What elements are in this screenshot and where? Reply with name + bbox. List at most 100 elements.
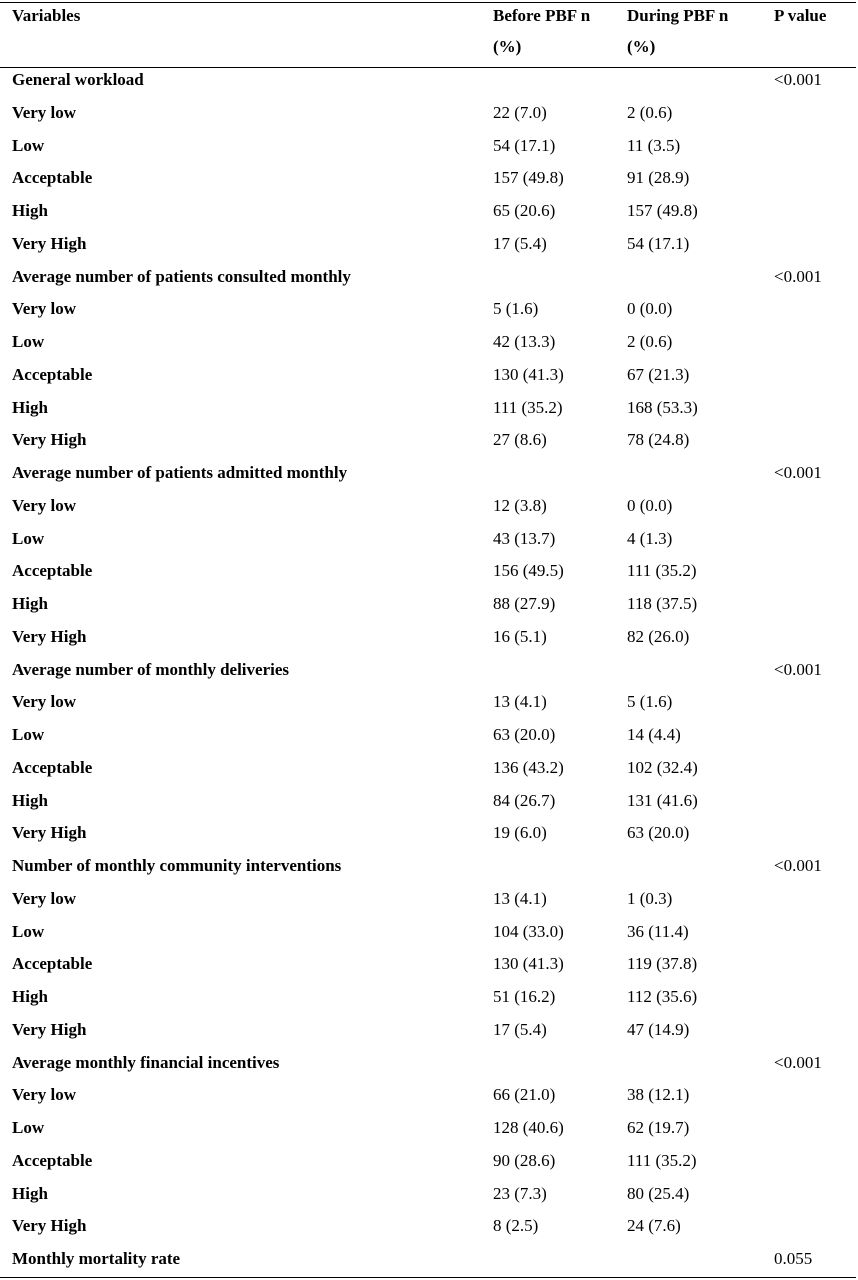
row-label: Very low (12, 299, 77, 318)
row-label: Very High (12, 430, 87, 449)
row-label: Average number of patients consulted mon… (12, 267, 351, 286)
before-cell: 22 (7.0) (493, 103, 547, 122)
during-cell: 111 (35.2) (627, 1151, 697, 1170)
p-value-cell: 0.055 (774, 1249, 813, 1268)
during-cell: 0 (0.0) (627, 299, 673, 318)
during-cell: 82 (26.0) (627, 627, 690, 646)
before-cell: 65 (20.6) (493, 201, 556, 220)
during-cell: 47 (14.9) (627, 1020, 690, 1039)
row-label: High (12, 201, 48, 220)
during-cell: 2 (0.6) (627, 332, 673, 351)
row-label: Low (12, 1118, 45, 1137)
before-cell: 156 (49.5) (493, 561, 564, 580)
header-during-line2: (%) (627, 37, 656, 56)
row-label: Acceptable (12, 365, 93, 384)
row-label: Average monthly financial incentives (12, 1053, 280, 1072)
row-label: Very low (12, 1085, 77, 1104)
before-cell: 17 (5.4) (493, 234, 547, 253)
bottom-rule (0, 1277, 856, 1278)
row-label: Very High (12, 627, 87, 646)
before-cell: 51 (16.2) (493, 987, 556, 1006)
row-label: Low (12, 922, 45, 941)
during-cell: 67 (21.3) (627, 365, 690, 384)
before-cell: 43 (13.7) (493, 529, 556, 548)
before-cell: 130 (41.3) (493, 954, 564, 973)
row-label: Acceptable (12, 561, 93, 580)
row-label: Very High (12, 234, 87, 253)
row-label: High (12, 1184, 48, 1203)
before-cell: 90 (28.6) (493, 1151, 556, 1170)
row-label: Low (12, 529, 45, 548)
during-cell: 62 (19.7) (627, 1118, 690, 1137)
during-cell: 14 (4.4) (627, 725, 681, 744)
top-rule (0, 2, 856, 3)
before-cell: 111 (35.2) (493, 398, 563, 417)
row-label: High (12, 791, 48, 810)
during-cell: 36 (11.4) (627, 922, 689, 941)
during-cell: 54 (17.1) (627, 234, 690, 253)
before-cell: 17 (5.4) (493, 1020, 547, 1039)
during-cell: 131 (41.6) (627, 791, 698, 810)
during-cell: 112 (35.6) (627, 987, 698, 1006)
row-label: Very low (12, 496, 77, 515)
p-value-cell: <0.001 (774, 660, 822, 679)
row-label: Very High (12, 1216, 87, 1235)
p-value-cell: <0.001 (774, 463, 822, 482)
before-cell: 128 (40.6) (493, 1118, 564, 1137)
before-cell: 63 (20.0) (493, 725, 556, 744)
during-cell: 38 (12.1) (627, 1085, 690, 1104)
during-cell: 2 (0.6) (627, 103, 673, 122)
during-cell: 168 (53.3) (627, 398, 698, 417)
during-cell: 118 (37.5) (627, 594, 698, 613)
during-cell: 78 (24.8) (627, 430, 690, 449)
header-p-value: P value (774, 6, 827, 25)
row-label: High (12, 398, 48, 417)
row-label: Very High (12, 1020, 87, 1039)
header-rule (0, 67, 856, 68)
row-label: Very low (12, 103, 77, 122)
before-cell: 136 (43.2) (493, 758, 564, 777)
before-cell: 19 (6.0) (493, 823, 547, 842)
before-cell: 54 (17.1) (493, 136, 556, 155)
during-cell: 80 (25.4) (627, 1184, 690, 1203)
before-cell: 12 (3.8) (493, 496, 547, 515)
before-cell: 104 (33.0) (493, 922, 564, 941)
row-label: Low (12, 136, 45, 155)
row-label: General workload (12, 70, 144, 89)
header-during-line1: During PBF n (627, 6, 729, 25)
during-cell: 157 (49.8) (627, 201, 698, 220)
during-cell: 63 (20.0) (627, 823, 690, 842)
row-label: Acceptable (12, 758, 93, 777)
before-cell: 13 (4.1) (493, 692, 547, 711)
row-label: Average number of patients admitted mont… (12, 463, 348, 482)
before-cell: 42 (13.3) (493, 332, 556, 351)
during-cell: 119 (37.8) (627, 954, 698, 973)
during-cell: 11 (3.5) (627, 136, 681, 155)
p-value-cell: <0.001 (774, 267, 822, 286)
before-cell: 84 (26.7) (493, 791, 556, 810)
row-label: Acceptable (12, 168, 93, 187)
before-cell: 66 (21.0) (493, 1085, 556, 1104)
during-cell: 5 (1.6) (627, 692, 673, 711)
row-label: Monthly mortality rate (12, 1249, 181, 1268)
before-cell: 23 (7.3) (493, 1184, 547, 1203)
before-cell: 8 (2.5) (493, 1216, 539, 1235)
row-label: Low (12, 725, 45, 744)
row-label: Very low (12, 889, 77, 908)
p-value-cell: <0.001 (774, 856, 822, 875)
before-cell: 5 (1.6) (493, 299, 539, 318)
during-cell: 91 (28.9) (627, 168, 690, 187)
row-label: Average number of monthly deliveries (12, 660, 289, 679)
before-cell: 157 (49.8) (493, 168, 564, 187)
header-variables: Variables (12, 6, 81, 25)
before-cell: 88 (27.9) (493, 594, 556, 613)
p-value-cell: <0.001 (774, 1053, 822, 1072)
before-cell: 16 (5.1) (493, 627, 547, 646)
row-label: Very low (12, 692, 77, 711)
before-cell: 130 (41.3) (493, 365, 564, 384)
row-label: Acceptable (12, 954, 93, 973)
p-value-cell: <0.001 (774, 70, 822, 89)
header-before-line1: Before PBF n (493, 6, 591, 25)
during-cell: 4 (1.3) (627, 529, 673, 548)
